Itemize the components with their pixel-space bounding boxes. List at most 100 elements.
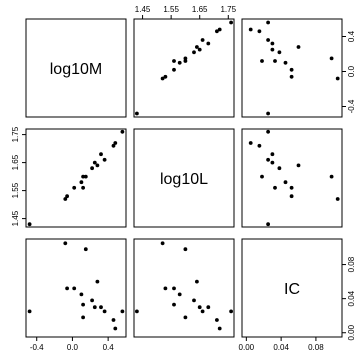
data-point-log10M-vs-IC-15 xyxy=(266,20,270,25)
data-point-IC-vs-log10L-7 xyxy=(183,247,188,252)
data-point-log10M-vs-log10L-13 xyxy=(217,27,222,32)
data-point-log10M-vs-IC-7 xyxy=(329,56,334,61)
data-point-log10M-vs-IC-2 xyxy=(289,74,294,79)
data-point-log10L-vs-log10M-6 xyxy=(81,174,85,179)
data-point-IC-vs-log10M-8 xyxy=(90,298,94,303)
data-point-log10L-vs-log10M-3 xyxy=(72,185,77,190)
data-point-log10M-vs-IC-1 xyxy=(335,76,340,81)
data-point-log10M-vs-IC-11 xyxy=(270,41,275,46)
data-point-log10L-vs-log10M-14 xyxy=(111,143,116,148)
data-point-log10M-vs-IC-9 xyxy=(270,47,275,52)
panel-frame-log10M-log10L xyxy=(133,18,235,118)
data-point-log10L-vs-log10M-13 xyxy=(113,141,118,145)
y-tick-label-log10M: -0.4 xyxy=(347,99,356,113)
panel-frame-IC-IC xyxy=(241,238,343,338)
data-point-log10L-vs-IC-0 xyxy=(266,222,270,227)
data-point-log10M-vs-IC-10 xyxy=(296,45,301,49)
panel-frame-log10L-IC xyxy=(241,128,343,228)
data-point-log10L-vs-log10M-0 xyxy=(27,222,32,227)
y-tick-label-log10L: 1.55 xyxy=(11,182,20,198)
data-point-log10M-vs-log10L-12 xyxy=(200,38,205,42)
data-point-log10M-vs-log10L-9 xyxy=(197,47,202,52)
data-point-log10M-vs-log10L-1 xyxy=(160,76,165,81)
data-point-IC-vs-log10L-2 xyxy=(163,286,168,291)
x-tick-label-log10L: 1.55 xyxy=(163,5,179,14)
data-point-IC-vs-log10L-9 xyxy=(197,305,202,310)
x-tick-label-log10L: 1.75 xyxy=(220,5,236,14)
data-point-log10L-vs-log10M-15 xyxy=(120,129,125,134)
x-tick-label-IC: 0.04 xyxy=(273,343,289,352)
data-point-log10L-vs-log10M-2 xyxy=(65,194,69,199)
data-point-IC-vs-log10L-14 xyxy=(215,318,219,322)
y-tick-label-log10L: 1.45 xyxy=(11,210,20,226)
data-point-log10M-vs-log10L-6 xyxy=(183,59,188,63)
data-point-IC-vs-log10M-3 xyxy=(72,286,77,291)
data-point-IC-vs-log10M-0 xyxy=(27,309,32,314)
data-point-log10M-vs-log10L-11 xyxy=(206,41,211,46)
y-tick-label-IC: 0.00 xyxy=(347,324,356,340)
data-point-IC-vs-log10L-1 xyxy=(160,241,165,246)
panel-frame-log10M-log10M xyxy=(25,18,127,118)
data-point-log10M-vs-log10L-10 xyxy=(195,45,199,49)
data-point-IC-vs-log10L-13 xyxy=(217,326,222,331)
data-point-log10M-vs-IC-4 xyxy=(283,60,288,65)
data-point-IC-vs-log10L-5 xyxy=(172,302,176,307)
x-tick-label-log10L: 1.45 xyxy=(135,5,151,14)
data-point-log10L-vs-IC-9 xyxy=(270,160,275,165)
data-point-log10M-vs-log10L-0 xyxy=(135,111,139,116)
data-point-log10M-vs-IC-14 xyxy=(257,29,262,34)
data-point-log10M-vs-log10L-15 xyxy=(229,20,234,25)
data-point-log10L-vs-log10M-8 xyxy=(90,166,94,171)
data-point-log10M-vs-IC-12 xyxy=(266,38,270,42)
data-point-log10M-vs-IC-0 xyxy=(266,111,270,116)
panel-frame-log10L-log10M xyxy=(25,128,127,228)
data-point-log10L-vs-IC-15 xyxy=(266,129,270,134)
data-point-IC-vs-log10L-6 xyxy=(183,315,188,320)
data-point-IC-vs-log10M-4 xyxy=(79,292,84,297)
data-point-log10M-vs-log10L-3 xyxy=(172,67,176,72)
data-point-IC-vs-log10L-4 xyxy=(177,292,182,297)
data-point-log10M-vs-log10L-4 xyxy=(177,60,182,65)
data-point-log10L-vs-IC-6 xyxy=(260,174,264,179)
panel-frame-log10L-log10L xyxy=(133,128,235,228)
data-point-log10M-vs-IC-13 xyxy=(248,27,253,32)
diagonal-label-IC: IC xyxy=(284,281,300,298)
data-point-IC-vs-log10L-3 xyxy=(172,286,176,291)
data-point-log10M-vs-IC-8 xyxy=(277,50,282,55)
data-point-IC-vs-log10L-12 xyxy=(200,309,205,314)
x-tick-label-IC: 0.08 xyxy=(308,343,324,352)
panel-frame-log10M-IC xyxy=(241,18,343,118)
x-tick-label-log10M: -0.4 xyxy=(30,343,44,352)
data-point-log10L-vs-IC-3 xyxy=(289,185,294,190)
y-tick-label-log10M: 0.0 xyxy=(347,65,356,77)
data-point-IC-vs-log10M-12 xyxy=(102,309,107,314)
data-point-log10L-vs-IC-10 xyxy=(296,163,301,168)
diagonal-label-log10L: log10L xyxy=(160,171,208,188)
x-tick-label-log10M: 0.0 xyxy=(67,343,79,352)
data-point-IC-vs-log10M-6 xyxy=(81,315,85,320)
data-point-log10L-vs-IC-8 xyxy=(277,166,282,171)
data-point-log10L-vs-IC-12 xyxy=(266,157,270,162)
data-point-log10M-vs-log10L-2 xyxy=(163,74,168,79)
data-point-log10L-vs-IC-11 xyxy=(270,152,275,157)
data-point-log10L-vs-log10M-12 xyxy=(102,157,107,162)
data-point-log10M-vs-IC-3 xyxy=(289,67,294,72)
x-tick-label-log10M: 0.4 xyxy=(103,343,115,352)
y-tick-label-IC: 0.04 xyxy=(347,290,356,306)
data-point-log10L-vs-log10M-11 xyxy=(99,152,103,157)
data-point-IC-vs-log10M-15 xyxy=(120,309,125,314)
data-point-log10M-vs-IC-5 xyxy=(273,59,277,63)
data-point-log10L-vs-IC-4 xyxy=(283,180,288,185)
data-point-log10M-vs-log10L-14 xyxy=(215,29,219,34)
data-point-IC-vs-log10L-0 xyxy=(135,309,139,314)
data-point-IC-vs-log10M-9 xyxy=(92,305,97,310)
data-point-IC-vs-log10M-11 xyxy=(99,305,103,310)
y-tick-label-IC: 0.08 xyxy=(347,256,356,272)
data-point-IC-vs-log10L-10 xyxy=(195,279,199,284)
data-point-log10L-vs-log10M-10 xyxy=(95,163,100,168)
y-tick-label-log10M: 0.4 xyxy=(347,30,356,42)
data-point-log10L-vs-IC-5 xyxy=(273,185,277,190)
panel-frame-IC-log10M xyxy=(25,238,127,338)
data-point-log10L-vs-IC-14 xyxy=(257,143,262,148)
